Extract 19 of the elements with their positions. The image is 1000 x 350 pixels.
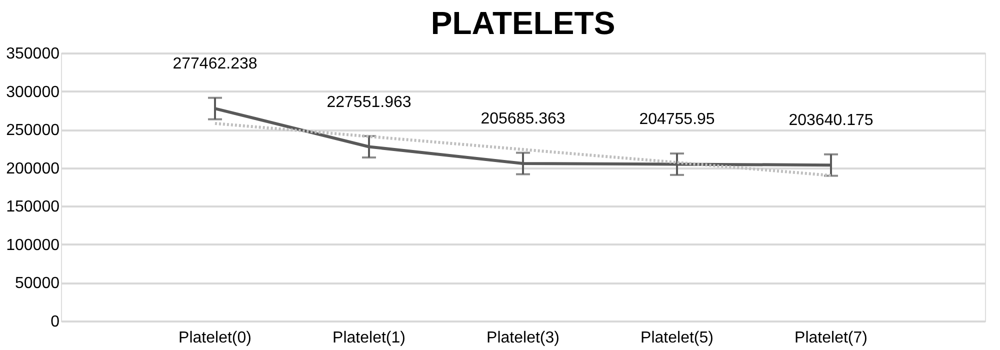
x-tick-label: Platelet(1): [332, 330, 406, 346]
y-tick-label: 300000: [6, 84, 60, 101]
y-tick-label: 150000: [6, 198, 60, 216]
chart-title: PLATELETS: [430, 5, 616, 41]
data-label: 204755.95: [639, 111, 715, 128]
x-tick-label: Platelet(3): [486, 330, 560, 346]
y-tick-label: 50000: [15, 275, 60, 292]
x-tick-label: Platelet(7): [794, 330, 868, 346]
data-label: 205685.363: [480, 110, 566, 128]
y-tick-label: 350000: [6, 46, 60, 62]
data-label: 277462.238: [172, 56, 258, 73]
x-tick-label: Platelet(0): [178, 330, 252, 346]
y-tick-label: 100000: [6, 236, 60, 254]
data-label: 203640.175: [788, 112, 874, 130]
y-tick-label: 200000: [6, 160, 60, 178]
y-tick-label: 250000: [6, 122, 60, 140]
y-tick-label: 0: [50, 314, 60, 330]
x-tick-label: Platelet(5): [640, 330, 714, 346]
data-label: 227551.963: [326, 94, 412, 111]
